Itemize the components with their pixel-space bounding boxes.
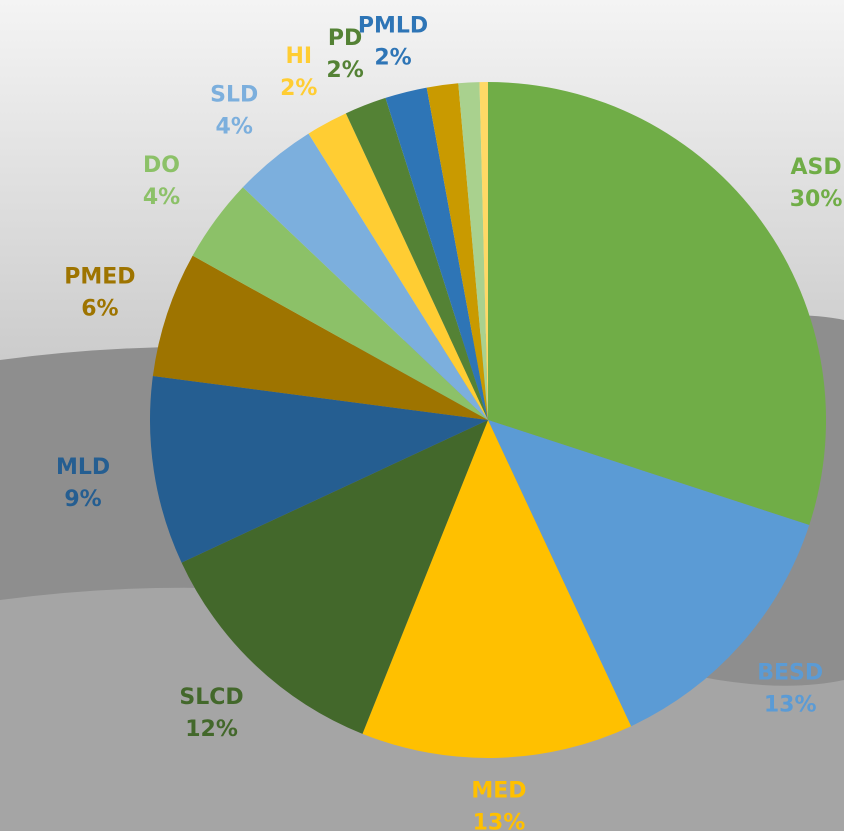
value-label: 6% bbox=[81, 297, 118, 322]
slice-label: PMLD bbox=[358, 14, 428, 39]
pie-slice bbox=[242, 133, 488, 421]
pie-slice bbox=[385, 87, 488, 421]
slice-label: PD bbox=[328, 26, 362, 51]
pie-slice bbox=[192, 187, 488, 420]
value-label: 12% bbox=[185, 717, 238, 742]
pie-slice bbox=[488, 82, 826, 526]
value-label: 4% bbox=[216, 115, 253, 140]
value-label: 4% bbox=[143, 185, 180, 210]
pie-slice bbox=[181, 420, 488, 734]
pie-slice bbox=[426, 83, 488, 421]
slice-label: ASD bbox=[790, 155, 841, 180]
value-label: 2% bbox=[374, 46, 411, 71]
slice-label: DO bbox=[143, 153, 180, 178]
value-label: 13% bbox=[764, 693, 817, 718]
slice-label: BESD bbox=[757, 661, 823, 686]
value-label: 2% bbox=[326, 58, 363, 83]
slice-label: HI bbox=[285, 44, 312, 69]
value-label: 30% bbox=[790, 187, 843, 212]
value-label: 2% bbox=[280, 76, 317, 101]
pie-slice bbox=[345, 97, 488, 420]
pie-slice bbox=[479, 82, 488, 420]
pie-slice bbox=[458, 82, 488, 420]
value-label: 9% bbox=[64, 487, 101, 512]
pie-slice bbox=[152, 255, 488, 420]
pie-slice bbox=[488, 420, 810, 727]
slice-label: PMED bbox=[64, 265, 135, 290]
slice-label: SLCD bbox=[179, 685, 243, 710]
value-label: 13% bbox=[473, 811, 526, 831]
pie-slice bbox=[362, 420, 632, 758]
slice-label: MED bbox=[471, 779, 526, 804]
pie-slice bbox=[150, 376, 488, 563]
slice-label: MLD bbox=[56, 455, 110, 480]
pie-slice bbox=[308, 113, 488, 420]
slice-label: SLD bbox=[210, 83, 258, 108]
